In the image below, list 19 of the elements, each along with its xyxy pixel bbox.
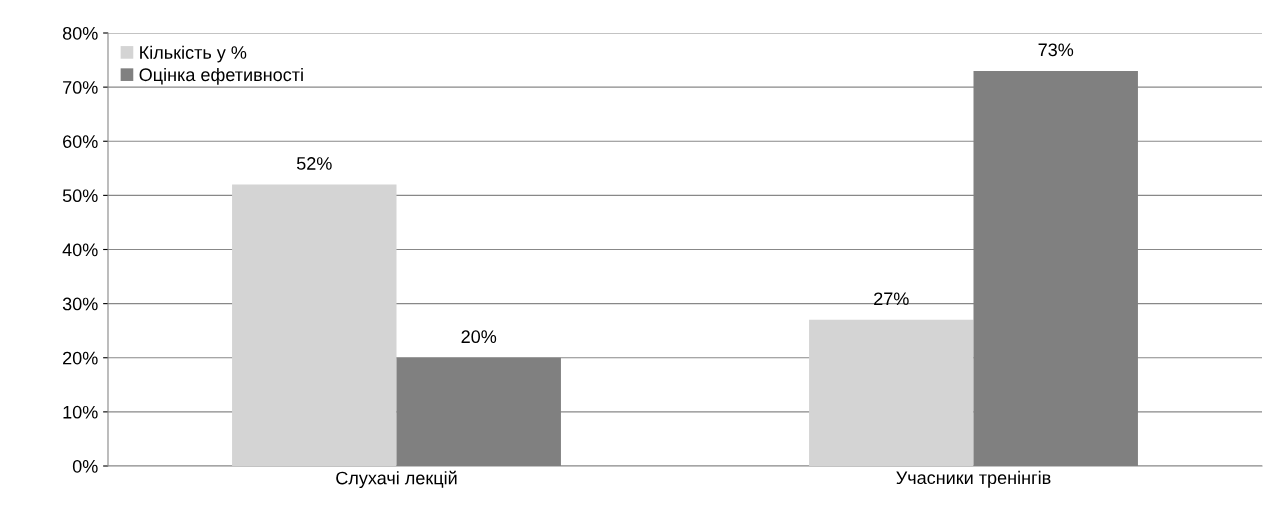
y-tick-label: 70% [63, 81, 98, 94]
y-tick-label: 30% [62, 297, 98, 311]
data-label: 52% [296, 157, 332, 170]
data-label: 20% [461, 330, 497, 344]
data-label: 27% [874, 292, 909, 306]
y-tick-label: 80% [62, 26, 98, 40]
y-tick-label: 60% [63, 135, 98, 148]
y-tick-label: 40% [62, 243, 98, 257]
bar [809, 319, 974, 466]
x-tick-label: Слухачі лекцій [336, 470, 457, 489]
y-tick-label: 10% [63, 405, 98, 419]
y-tick-label: 50% [62, 189, 98, 203]
legend-label: Кількість у % [140, 45, 247, 63]
legend-label: Оцінка ефетивності [139, 67, 303, 85]
y-tick-label: 0% [72, 459, 98, 473]
x-tick-label: Учасники тренінгів [896, 470, 1051, 488]
bar [232, 184, 397, 466]
data-label: 73% [1038, 43, 1074, 57]
y-tick-label: 20% [63, 351, 98, 365]
